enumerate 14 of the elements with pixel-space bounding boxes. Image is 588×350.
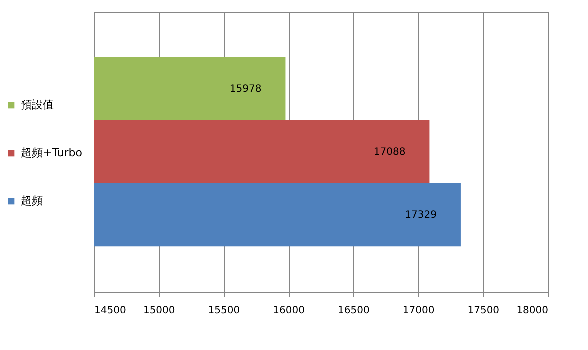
x-tick-label: 15000 bbox=[143, 306, 176, 316]
x-tick-label: 17500 bbox=[468, 306, 500, 316]
legend-label: 超頻+Turbo bbox=[21, 146, 83, 160]
data-label: 17329 bbox=[405, 210, 437, 222]
data-label: 17088 bbox=[374, 147, 406, 158]
x-tick-label: 14500 bbox=[94, 306, 126, 316]
x-tick-label: 18000 bbox=[516, 306, 548, 316]
x-tick-label: 17000 bbox=[402, 306, 435, 316]
legend-label: 預設值 bbox=[21, 98, 54, 112]
x-tick-label: 16500 bbox=[338, 306, 370, 316]
x-tick-label: 16000 bbox=[273, 306, 305, 316]
legend-label: 超頻 bbox=[21, 194, 43, 208]
x-tick-label: 15500 bbox=[208, 306, 240, 316]
data-label: 15978 bbox=[230, 84, 262, 95]
